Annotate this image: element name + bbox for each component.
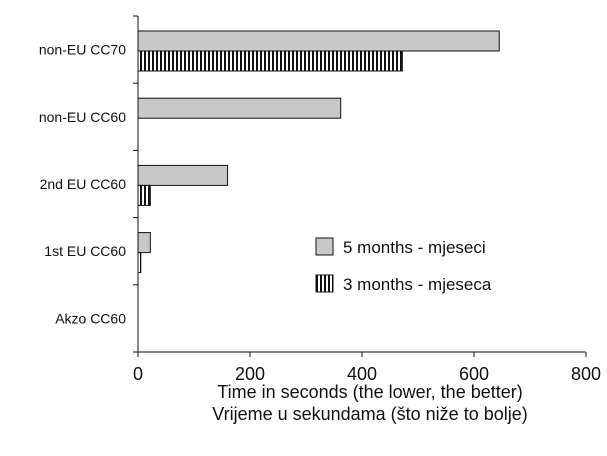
bar-5-months-2nd-eu-cc60 — [137, 164, 229, 186]
bar-5-months-1st-eu-cc60 — [137, 232, 151, 254]
legend: 5 months - mjeseci 3 months - mjeseca — [315, 237, 492, 294]
axes-layer: non-EU CC70 non-EU CC60 2nd EU CC60 1st EU … — [39, 15, 601, 384]
category-label: non-EU CC70 — [39, 42, 126, 58]
legend-swatch-5-months — [315, 237, 334, 256]
legend-label-3-months: 3 months - mjeseca — [343, 275, 492, 294]
category-label: Akzo CC60 — [55, 310, 126, 326]
bar-5-months-non-eu-cc70 — [137, 30, 500, 52]
category-label: 2nd EU CC60 — [40, 176, 127, 192]
category-label: non-EU CC60 — [39, 109, 126, 125]
legend-swatch-3-months — [315, 274, 334, 293]
bar-5-months-non-eu-cc60 — [137, 97, 342, 119]
x-tick-label: 0 — [133, 364, 143, 384]
x-tick-label: 600 — [459, 364, 489, 384]
x-tick-label: 400 — [347, 364, 377, 384]
bar-3-months-2nd-eu-cc60 — [137, 184, 151, 206]
x-tick-label: 800 — [571, 364, 601, 384]
legend-label-5-months: 5 months - mjeseci — [343, 238, 486, 257]
x-tick-label: 200 — [235, 364, 265, 384]
bars-layer — [137, 30, 500, 274]
x-axis-title-croatian: Vrijeme u sekundama (što niže to bolje) — [212, 404, 528, 424]
category-label: 1st EU CC60 — [44, 243, 126, 259]
bar-3-months-non-eu-cc70 — [137, 50, 403, 72]
x-axis-title-english: Time in seconds (the lower, the better) — [217, 382, 523, 402]
